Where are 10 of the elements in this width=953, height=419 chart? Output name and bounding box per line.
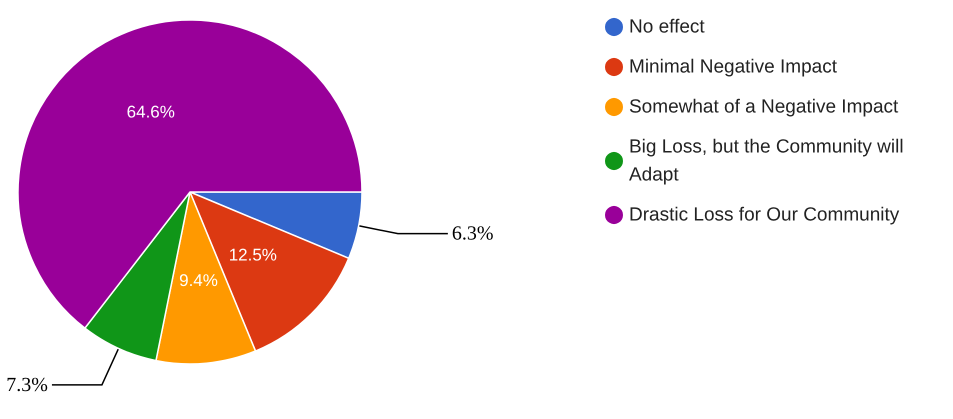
legend-label: Minimal Negative Impact xyxy=(629,56,838,78)
data-label: 6.3% xyxy=(452,222,494,245)
legend-label: Big Loss, but the Community will Adapt xyxy=(629,136,904,186)
legend-label: Drastic Loss for Our Community xyxy=(629,204,900,226)
legend-label: Somewhat of a Negative Impact xyxy=(629,96,900,118)
data-label: 7.3% xyxy=(6,374,48,396)
data-label: 64.6% xyxy=(126,102,175,122)
legend-label: No effect xyxy=(629,16,706,38)
data-label: 9.4% xyxy=(179,271,218,290)
data-label: 12.5% xyxy=(228,246,277,265)
